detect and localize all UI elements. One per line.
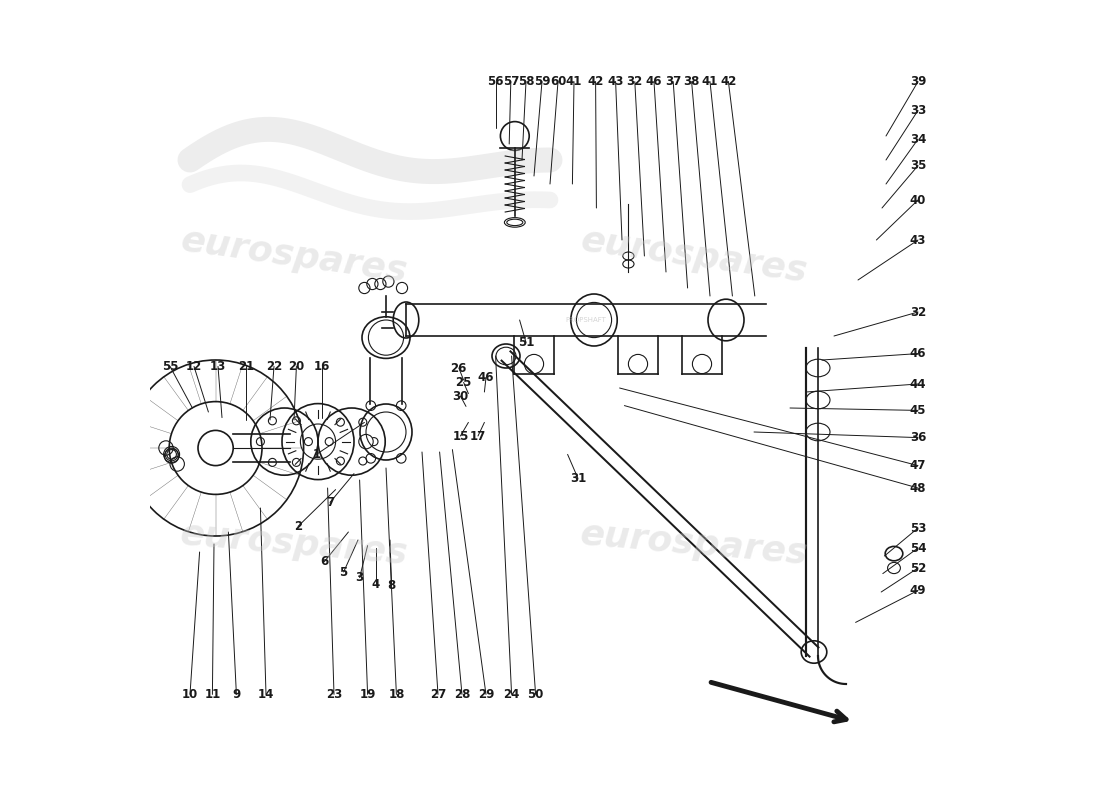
Text: 32: 32 [627,75,642,88]
Text: 6: 6 [320,555,329,568]
Text: 24: 24 [504,688,520,701]
Text: 16: 16 [314,360,330,373]
Text: 10: 10 [182,688,198,701]
Text: 41: 41 [565,75,582,88]
Text: 46: 46 [646,75,662,88]
Text: 56: 56 [487,75,504,88]
Text: 29: 29 [477,688,494,701]
Text: 15: 15 [452,430,469,442]
Text: 51: 51 [518,336,535,349]
Text: 40: 40 [910,194,926,206]
Text: 58: 58 [518,75,535,88]
Text: 20: 20 [288,360,305,373]
Text: 43: 43 [607,75,624,88]
Text: 41: 41 [702,75,718,88]
Text: 21: 21 [238,360,254,373]
Circle shape [198,430,233,466]
Text: eurospares: eurospares [579,517,810,571]
Text: eurospares: eurospares [178,517,409,571]
Text: eurospares: eurospares [579,223,810,289]
Text: 13: 13 [210,360,227,373]
Text: 2: 2 [294,520,302,533]
Text: 3: 3 [355,571,364,584]
Text: 38: 38 [683,75,700,88]
Text: 59: 59 [534,75,550,88]
Text: 19: 19 [360,688,376,701]
Text: 45: 45 [910,404,926,417]
Text: 46: 46 [910,347,926,360]
Text: 5: 5 [340,566,348,578]
Text: 28: 28 [454,688,470,701]
Text: 11: 11 [205,688,220,701]
Text: 48: 48 [910,482,926,494]
Text: 37: 37 [666,75,681,88]
Text: 8: 8 [387,579,396,592]
Text: 9: 9 [232,688,241,701]
Text: 1: 1 [312,448,320,461]
Text: 18: 18 [388,688,405,701]
Text: 34: 34 [910,133,926,146]
Text: 55: 55 [162,360,178,373]
Text: 39: 39 [910,75,926,88]
Text: 46: 46 [477,371,494,384]
Text: 52: 52 [910,562,926,574]
Text: PROPSHAFT: PROPSHAFT [565,317,606,323]
Text: 42: 42 [587,75,604,88]
Text: 23: 23 [326,688,342,701]
Text: 17: 17 [470,430,486,442]
Text: 4: 4 [372,578,379,590]
Text: 47: 47 [910,459,926,472]
Text: 25: 25 [455,376,472,389]
Text: 49: 49 [910,584,926,597]
Text: 30: 30 [452,390,469,402]
Text: 27: 27 [430,688,447,701]
Text: 12: 12 [186,360,202,373]
Text: 60: 60 [550,75,566,88]
Text: 35: 35 [910,159,926,172]
Text: 43: 43 [910,234,926,246]
Text: 14: 14 [257,688,274,701]
Text: 53: 53 [910,522,926,534]
Text: 22: 22 [266,360,282,373]
Text: 7: 7 [326,496,334,509]
Text: 44: 44 [910,378,926,390]
Text: 57: 57 [503,75,519,88]
Ellipse shape [359,434,373,449]
Text: 26: 26 [451,362,468,374]
Text: 42: 42 [720,75,737,88]
Text: 31: 31 [570,472,586,485]
Text: 33: 33 [910,104,926,117]
Text: 32: 32 [910,306,926,318]
Text: 50: 50 [527,688,543,701]
Text: 54: 54 [910,542,926,554]
Text: eurospares: eurospares [178,223,409,289]
Text: 36: 36 [910,431,926,444]
